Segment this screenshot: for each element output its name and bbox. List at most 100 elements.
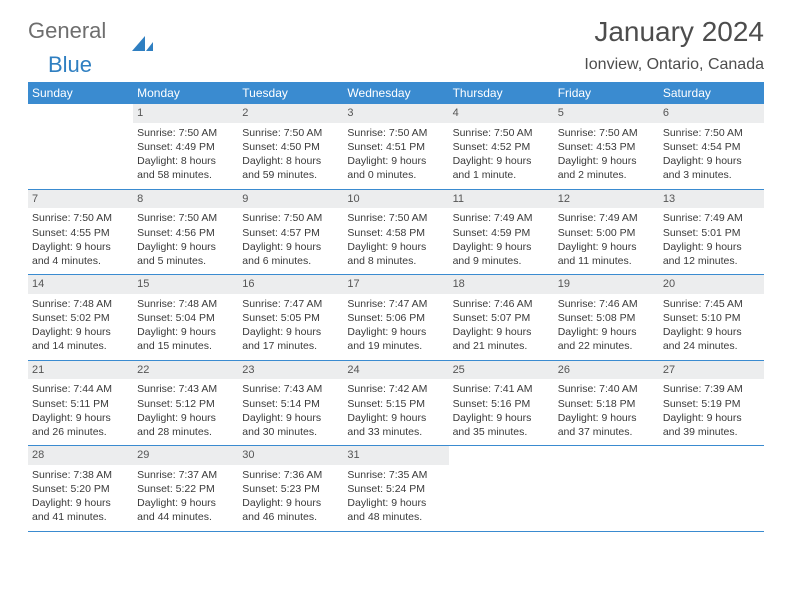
daylight-text: Daylight: 9 hours and 37 minutes.: [556, 411, 657, 439]
sunset-text: Sunset: 4:59 PM: [451, 226, 552, 240]
daylight-text: Daylight: 8 hours and 58 minutes.: [135, 154, 236, 182]
sunset-text: Sunset: 5:07 PM: [451, 311, 552, 325]
weekday-label: Wednesday: [343, 82, 448, 104]
calendar-day: 30Sunrise: 7:36 AMSunset: 5:23 PMDayligh…: [238, 446, 343, 531]
calendar-week: 21Sunrise: 7:44 AMSunset: 5:11 PMDayligh…: [28, 361, 764, 447]
calendar-day: 21Sunrise: 7:44 AMSunset: 5:11 PMDayligh…: [28, 361, 133, 446]
sunrise-text: Sunrise: 7:39 AM: [661, 382, 762, 396]
day-number: 19: [554, 275, 659, 294]
day-number: 26: [554, 361, 659, 380]
sunset-text: Sunset: 4:54 PM: [661, 140, 762, 154]
calendar-day: 11Sunrise: 7:49 AMSunset: 4:59 PMDayligh…: [449, 190, 554, 275]
sunset-text: Sunset: 5:24 PM: [345, 482, 446, 496]
calendar-day: 25Sunrise: 7:41 AMSunset: 5:16 PMDayligh…: [449, 361, 554, 446]
sunrise-text: Sunrise: 7:50 AM: [556, 126, 657, 140]
daylight-text: Daylight: 9 hours and 39 minutes.: [661, 411, 762, 439]
sunrise-text: Sunrise: 7:37 AM: [135, 468, 236, 482]
sunrise-text: Sunrise: 7:46 AM: [451, 297, 552, 311]
daylight-text: Daylight: 9 hours and 44 minutes.: [135, 496, 236, 524]
sunrise-text: Sunrise: 7:50 AM: [135, 211, 236, 225]
sunrise-text: Sunrise: 7:43 AM: [135, 382, 236, 396]
calendar-body: 1Sunrise: 7:50 AMSunset: 4:49 PMDaylight…: [28, 104, 764, 532]
daylight-text: Daylight: 9 hours and 9 minutes.: [451, 240, 552, 268]
daylight-text: Daylight: 9 hours and 17 minutes.: [240, 325, 341, 353]
sail-icon: [132, 36, 145, 51]
calendar-day: 18Sunrise: 7:46 AMSunset: 5:07 PMDayligh…: [449, 275, 554, 360]
sunrise-text: Sunrise: 7:47 AM: [345, 297, 446, 311]
weekday-label: Tuesday: [238, 82, 343, 104]
day-number: [449, 446, 554, 465]
day-number: 14: [28, 275, 133, 294]
daylight-text: Daylight: 9 hours and 26 minutes.: [30, 411, 131, 439]
day-number: 25: [449, 361, 554, 380]
daylight-text: Daylight: 9 hours and 0 minutes.: [345, 154, 446, 182]
daylight-text: Daylight: 9 hours and 48 minutes.: [345, 496, 446, 524]
sunset-text: Sunset: 5:11 PM: [30, 397, 131, 411]
daylight-text: Daylight: 9 hours and 46 minutes.: [240, 496, 341, 524]
day-number: 20: [659, 275, 764, 294]
daylight-text: Daylight: 9 hours and 5 minutes.: [135, 240, 236, 268]
sunset-text: Sunset: 4:56 PM: [135, 226, 236, 240]
calendar-day: 4Sunrise: 7:50 AMSunset: 4:52 PMDaylight…: [449, 104, 554, 189]
calendar-day: 26 Sunrise: 7:40 AMSunset: 5:18 PMDayligh…: [554, 361, 659, 446]
calendar-week: 14Sunrise: 7:48 AMSunset: 5:02 PMDayligh…: [28, 275, 764, 361]
sunrise-text: Sunrise: 7:48 AM: [30, 297, 131, 311]
day-number: 22: [133, 361, 238, 380]
sunset-text: Sunset: 4:58 PM: [345, 226, 446, 240]
calendar-day: 1Sunrise: 7:50 AMSunset: 4:49 PMDaylight…: [133, 104, 238, 189]
day-number: 5: [554, 104, 659, 123]
sunset-text: Sunset: 5:18 PM: [556, 397, 657, 411]
sunrise-text: Sunrise: 7:49 AM: [661, 211, 762, 225]
calendar-day: 29Sunrise: 7:37 AMSunset: 5:22 PMDayligh…: [133, 446, 238, 531]
sunrise-text: Sunrise: 7:38 AM: [30, 468, 131, 482]
sunset-text: Sunset: 5:15 PM: [345, 397, 446, 411]
calendar-day: 20Sunrise: 7:45 AMSunset: 5:10 PMDayligh…: [659, 275, 764, 360]
sunrise-text: Sunrise: 7:44 AM: [30, 382, 131, 396]
sunrise-text: Sunrise: 7:50 AM: [240, 126, 341, 140]
daylight-text: Daylight: 9 hours and 24 minutes.: [661, 325, 762, 353]
day-number: 13: [659, 190, 764, 209]
calendar-day: 31Sunrise: 7:35 AMSunset: 5:24 PMDayligh…: [343, 446, 448, 531]
calendar-day: 15Sunrise: 7:48 AMSunset: 5:04 PMDayligh…: [133, 275, 238, 360]
daylight-text: Daylight: 9 hours and 12 minutes.: [661, 240, 762, 268]
day-number: 27: [659, 361, 764, 380]
sunrise-text: Sunrise: 7:40 AM: [556, 382, 657, 396]
sunset-text: Sunset: 4:55 PM: [30, 226, 131, 240]
sunset-text: Sunset: 5:06 PM: [345, 311, 446, 325]
daylight-text: Daylight: 9 hours and 14 minutes.: [30, 325, 131, 353]
weekday-label: Saturday: [659, 82, 764, 104]
brand-part2: Blue: [48, 52, 92, 77]
sunset-text: Sunset: 4:52 PM: [451, 140, 552, 154]
calendar-day: 9Sunrise: 7:50 AMSunset: 4:57 PMDaylight…: [238, 190, 343, 275]
daylight-text: Daylight: 9 hours and 3 minutes.: [661, 154, 762, 182]
sunrise-text: Sunrise: 7:41 AM: [451, 382, 552, 396]
weekday-label: Sunday: [28, 82, 133, 104]
calendar-day: [554, 446, 659, 531]
sunrise-text: Sunrise: 7:50 AM: [661, 126, 762, 140]
calendar-day: 23Sunrise: 7:43 AMSunset: 5:14 PMDayligh…: [238, 361, 343, 446]
sunset-text: Sunset: 5:20 PM: [30, 482, 131, 496]
calendar-week: 7Sunrise: 7:50 AMSunset: 4:55 PMDaylight…: [28, 190, 764, 276]
calendar-day: 27 Sunrise: 7:39 AMSunset: 5:19 PMDayligh…: [659, 361, 764, 446]
daylight-text: Daylight: 9 hours and 11 minutes.: [556, 240, 657, 268]
calendar-day: 2Sunrise: 7:50 AMSunset: 4:50 PMDaylight…: [238, 104, 343, 189]
calendar-day: [659, 446, 764, 531]
day-number: 28: [28, 446, 133, 465]
calendar-day: [28, 104, 133, 189]
sunrise-text: Sunrise: 7:50 AM: [30, 211, 131, 225]
daylight-text: Daylight: 9 hours and 19 minutes.: [345, 325, 446, 353]
day-number: 10: [343, 190, 448, 209]
calendar-week: 28 Sunrise: 7:38 AMSunset: 5:20 PM Dayligh…: [28, 446, 764, 532]
calendar-day: 14Sunrise: 7:48 AMSunset: 5:02 PMDayligh…: [28, 275, 133, 360]
day-number: 30: [238, 446, 343, 465]
day-number: 2: [238, 104, 343, 123]
day-number: 7: [28, 190, 133, 209]
calendar-day: [449, 446, 554, 531]
day-number: 11: [449, 190, 554, 209]
day-number: [554, 446, 659, 465]
sunset-text: Sunset: 5:19 PM: [661, 397, 762, 411]
sunset-text: Sunset: 5:10 PM: [661, 311, 762, 325]
calendar-day: 22Sunrise: 7:43 AMSunset: 5:12 PMDayligh…: [133, 361, 238, 446]
calendar-day: 17Sunrise: 7:47 AMSunset: 5:06 PMDayligh…: [343, 275, 448, 360]
sunset-text: Sunset: 4:53 PM: [556, 140, 657, 154]
